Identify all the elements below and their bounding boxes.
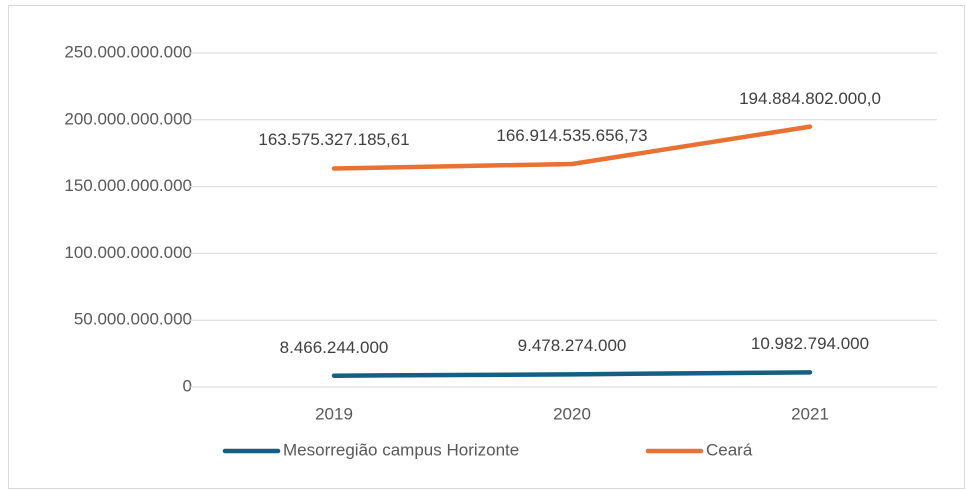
- y-tick-label: 50.000.000.000: [74, 310, 192, 329]
- y-tick-label: 150.000.000.000: [64, 176, 192, 195]
- data-label: 9.478.274.000: [517, 336, 627, 356]
- y-tick-label: 100.000.000.000: [64, 243, 192, 262]
- data-label: 8.466.244.000: [279, 337, 389, 357]
- data-label: 10.982.794.000: [750, 334, 870, 354]
- y-tick-label: 250.000.000.000: [64, 42, 192, 61]
- data-label: 163.575.327.185,61: [258, 130, 410, 150]
- y-tick-label: 0: [183, 376, 192, 395]
- x-tick-label: 2019: [315, 404, 353, 423]
- chart-border: [8, 5, 965, 489]
- y-tick-label: 200.000.000.000: [64, 109, 192, 128]
- series-line: [331, 370, 813, 378]
- data-label: 194.884.802.000,0: [739, 88, 881, 108]
- series-line: [331, 124, 813, 171]
- data-label: 166.914.535.656,73: [496, 126, 648, 146]
- x-tick-label: 2021: [791, 404, 829, 423]
- legend-label: Ceará: [706, 440, 753, 459]
- x-tick-label: 2020: [553, 404, 591, 423]
- legend-label: Mesorregião campus Horizonte: [283, 440, 519, 459]
